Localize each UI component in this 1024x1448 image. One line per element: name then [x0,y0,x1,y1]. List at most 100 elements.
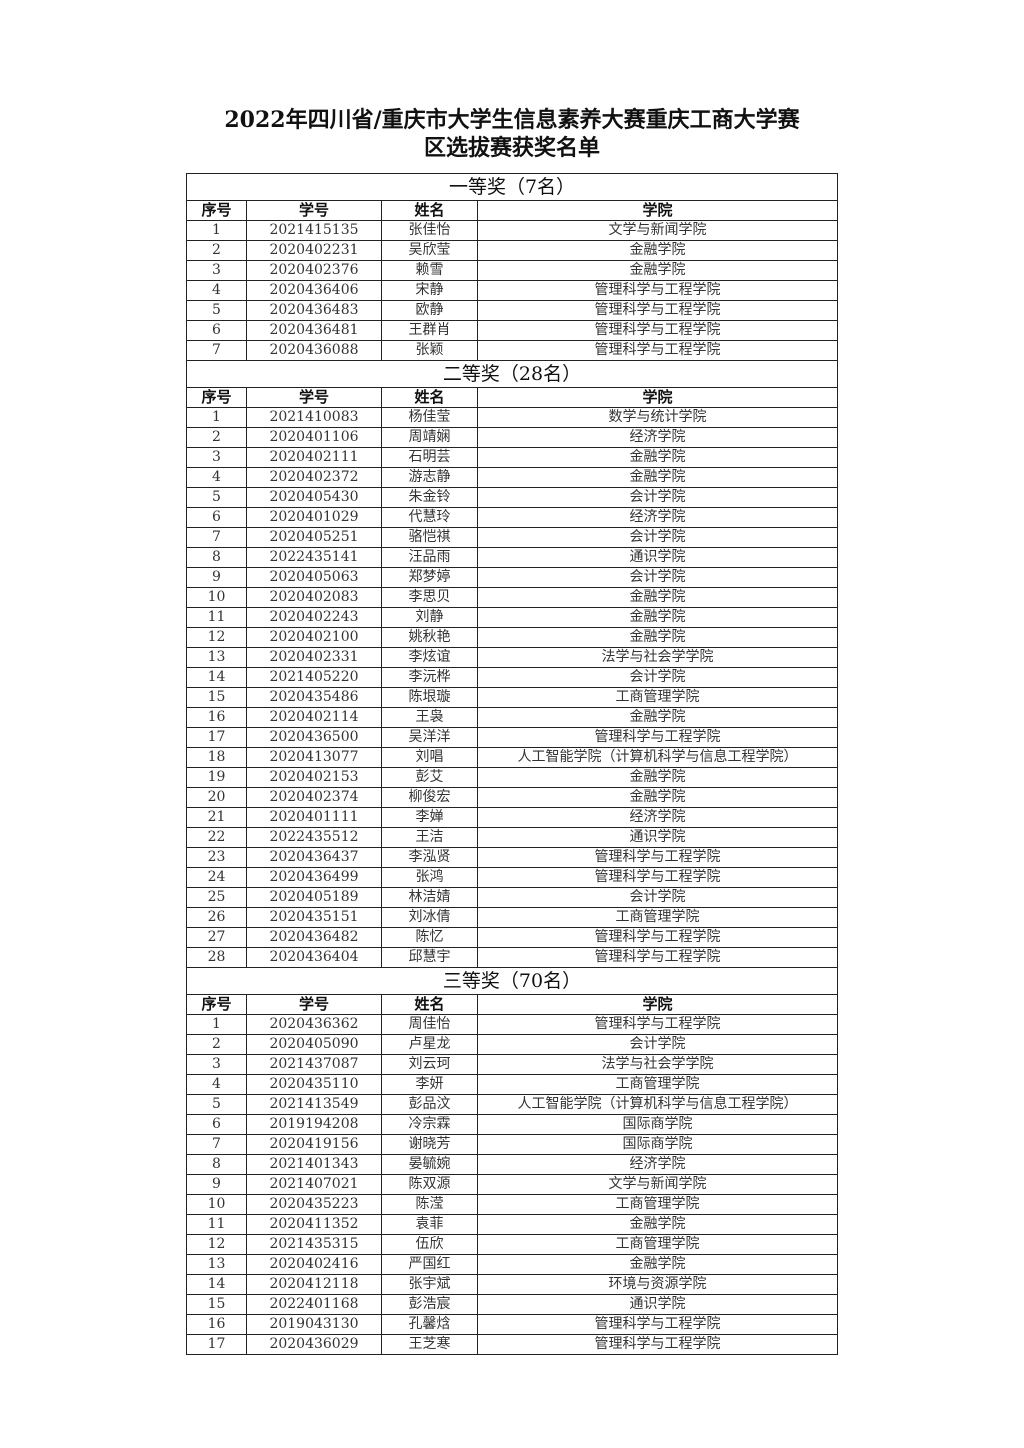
table-row: 2 2020401106 周靖娴 经济学院 [186,427,839,448]
student-id-cell: 2020436362 [246,1014,382,1035]
table-row: 3 2021437087 刘云珂 法学与社会学学院 [186,1054,839,1075]
index-cell: 4 [186,1074,247,1095]
index-cell: 7 [186,1134,247,1155]
college-cell: 工商管理学院 [476,687,839,708]
college-cell: 管理科学与工程学院 [476,1314,839,1335]
college-cell: 通识学院 [476,547,839,568]
table-row: 1 2021410083 杨佳莹 数学与统计学院 [186,407,839,428]
college-cell: 会计学院 [476,527,839,548]
college-cell: 工商管理学院 [476,1194,839,1215]
name-cell: 张鸿 [381,867,478,888]
name-cell: 林洁婧 [381,887,478,908]
table-row: 17 2020436029 王芝寒 管理科学与工程学院 [186,1334,839,1355]
index-cell: 9 [186,1174,247,1195]
table-row: 11 2020411352 袁菲 金融学院 [186,1214,839,1235]
student-id-cell: 2021410083 [246,407,382,428]
index-cell: 6 [186,320,247,341]
index-cell: 4 [186,280,247,301]
column-header: 学号 [246,200,382,221]
table-row: 5 2020405430 朱金铃 会计学院 [186,487,839,508]
index-cell: 10 [186,587,247,608]
table-row: 15 2022401168 彭浩宸 通识学院 [186,1294,839,1315]
index-cell: 12 [186,627,247,648]
college-cell: 会计学院 [476,487,839,508]
college-cell: 法学与社会学学院 [476,647,839,668]
index-cell: 21 [186,807,247,828]
table-row: 6 2019194208 冷宗霖 国际商学院 [186,1114,839,1135]
college-cell: 金融学院 [476,240,839,261]
student-id-cell: 2022401168 [246,1294,382,1315]
column-header: 序号 [186,994,247,1015]
name-cell: 严国红 [381,1254,478,1275]
name-cell: 李泓贤 [381,847,478,868]
college-cell: 管理科学与工程学院 [476,280,839,301]
index-cell: 12 [186,1234,247,1255]
table-row: 7 2020405251 骆恺祺 会计学院 [186,527,839,548]
index-cell: 7 [186,340,247,361]
index-cell: 9 [186,567,247,588]
index-cell: 2 [186,240,247,261]
college-cell: 国际商学院 [476,1134,839,1155]
student-id-cell: 2020402153 [246,767,382,788]
index-cell: 5 [186,300,247,321]
name-cell: 骆恺祺 [381,527,478,548]
table-row: 23 2020436437 李泓贤 管理科学与工程学院 [186,847,839,868]
table-row: 24 2020436499 张鸿 管理科学与工程学院 [186,867,839,888]
index-cell: 15 [186,687,247,708]
student-id-cell: 2020402111 [246,447,382,468]
index-cell: 5 [186,487,247,508]
name-cell: 赖雪 [381,260,478,281]
index-cell: 6 [186,1114,247,1135]
column-header: 学号 [246,387,382,408]
table-row: 8 2021401343 晏毓婉 经济学院 [186,1154,839,1175]
table-row: 6 2020436481 王群肖 管理科学与工程学院 [186,320,839,341]
table-row: 1 2020436362 周佳怡 管理科学与工程学院 [186,1014,839,1035]
name-cell: 杨佳莹 [381,407,478,428]
name-cell: 王袅 [381,707,478,728]
student-id-cell: 2020436404 [246,947,382,968]
college-cell: 经济学院 [476,507,839,528]
table-row: 19 2020402153 彭艾 金融学院 [186,767,839,788]
name-cell: 卢星龙 [381,1034,478,1055]
college-cell: 金融学院 [476,787,839,808]
college-cell: 金融学院 [476,607,839,628]
document-title-line-2: 区选拔赛获奖名单 [423,135,600,161]
student-id-cell: 2020436406 [246,280,382,301]
column-header: 姓名 [381,387,478,408]
table-row: 14 2021405220 李沅桦 会计学院 [186,667,839,688]
student-id-cell: 2020401111 [246,807,382,828]
student-id-cell: 2020412118 [246,1274,382,1295]
index-cell: 1 [186,1014,247,1035]
awards-table: 一等奖（7名） 序号 学号 姓名 学院 1 2021415135 张佳怡 文学与新闻学院 2 202… [185,173,839,1355]
name-cell: 郑梦婷 [381,567,478,588]
college-cell: 金融学院 [476,627,839,648]
student-id-cell: 2022435141 [246,547,382,568]
index-cell: 25 [186,887,247,908]
college-cell: 金融学院 [476,467,839,488]
index-cell: 28 [186,947,247,968]
table-row: 17 2020436500 吴洋洋 管理科学与工程学院 [186,727,839,748]
table-row: 15 2020435486 陈垠璇 工商管理学院 [186,687,839,708]
index-cell: 20 [186,787,247,808]
college-cell: 金融学院 [476,707,839,728]
table-row: 3 2020402111 石明芸 金融学院 [186,447,839,468]
college-cell: 经济学院 [476,1154,839,1175]
table-row: 14 2020412118 张宇斌 环境与资源学院 [186,1274,839,1295]
name-cell: 李沅桦 [381,667,478,688]
college-cell: 管理科学与工程学院 [476,1334,839,1355]
column-header: 学号 [246,994,382,1015]
name-cell: 彭艾 [381,767,478,788]
college-cell: 通识学院 [476,1294,839,1315]
college-cell: 数学与统计学院 [476,407,839,428]
student-id-cell: 2020402100 [246,627,382,648]
column-header: 姓名 [381,200,478,221]
column-header-row: 序号 学号 姓名 学院 [186,200,839,221]
index-cell: 16 [186,1314,247,1335]
college-cell: 通识学院 [476,827,839,848]
name-cell: 刘唱 [381,747,478,768]
student-id-cell: 2020402372 [246,467,382,488]
student-id-cell: 2020402114 [246,707,382,728]
student-id-cell: 2020402376 [246,260,382,281]
index-cell: 11 [186,1214,247,1235]
college-cell: 管理科学与工程学院 [476,340,839,361]
